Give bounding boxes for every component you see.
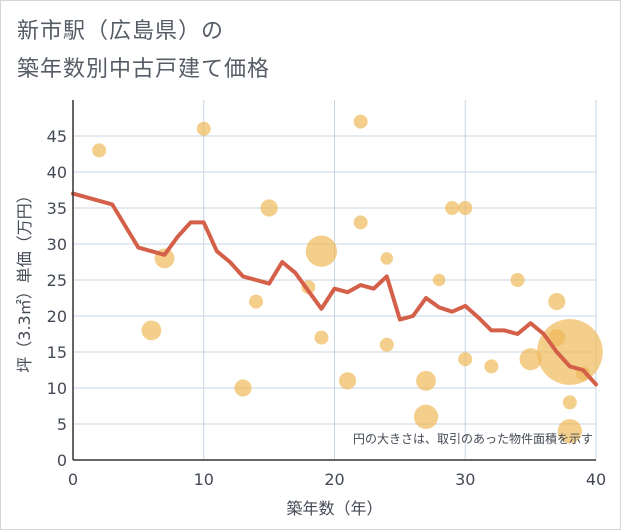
bubble-point (458, 201, 473, 215)
y-tick-label: 30 (47, 235, 67, 254)
bubble-point (562, 395, 577, 410)
bubble-point (548, 293, 566, 311)
bubble-point (249, 294, 264, 309)
bubble-point (510, 273, 525, 287)
bubble-point (379, 337, 394, 352)
bubble-point (339, 372, 357, 390)
tick-labels: 0 10 20 30 40 0 5 10 15 20 25 30 35 40 45 (47, 127, 607, 489)
bubble-point (234, 379, 252, 397)
bubble-point (519, 348, 542, 371)
y-tick-label: 10 (47, 379, 67, 398)
bubble-point (353, 215, 368, 230)
x-tick-label: 20 (324, 470, 344, 489)
bubble-point (141, 320, 162, 341)
bubble-point (537, 319, 603, 385)
chart-title-line1: 新市駅（広島県）の (17, 19, 225, 44)
bubble-point (353, 114, 368, 129)
bubble-point (416, 370, 436, 391)
y-axis-label: 坪（3.3㎡）単価（万円） (15, 187, 34, 372)
bubbles-layer (92, 114, 603, 444)
axes (72, 100, 596, 461)
bubble-point (557, 419, 582, 444)
x-tick-label: 10 (194, 470, 214, 489)
y-tick-label: 45 (47, 127, 67, 146)
y-tick-label: 0 (57, 451, 67, 470)
y-tick-label: 25 (47, 271, 67, 290)
bubble-point (432, 273, 446, 287)
y-tick-label: 20 (47, 307, 67, 326)
bubble-point (458, 352, 473, 367)
bubble-point (314, 330, 329, 345)
chart-title-line2: 築年数別中古戸建て価格 (17, 57, 271, 82)
bubble-point (380, 252, 394, 265)
bubble-point (92, 143, 107, 158)
x-tick-label: 0 (68, 470, 78, 489)
bubble-point (196, 121, 211, 136)
bubble-point (260, 199, 278, 217)
x-tick-label: 40 (586, 470, 606, 489)
y-tick-label: 40 (47, 163, 67, 182)
bubble-point (413, 404, 439, 429)
average-price-line (71, 191, 598, 387)
x-tick-label: 30 (455, 470, 475, 489)
size-annotation: 円の大きさは、取引のあった物件面積を示す (353, 431, 593, 446)
y-tick-label: 15 (47, 343, 67, 362)
y-tick-label: 5 (57, 415, 67, 434)
bubble-point (445, 201, 460, 215)
bubble-point (484, 359, 499, 374)
x-axis-label: 築年数（年） (286, 499, 382, 518)
line-layer (71, 191, 598, 387)
bubble-point (305, 235, 338, 267)
y-tick-label: 35 (47, 199, 67, 218)
